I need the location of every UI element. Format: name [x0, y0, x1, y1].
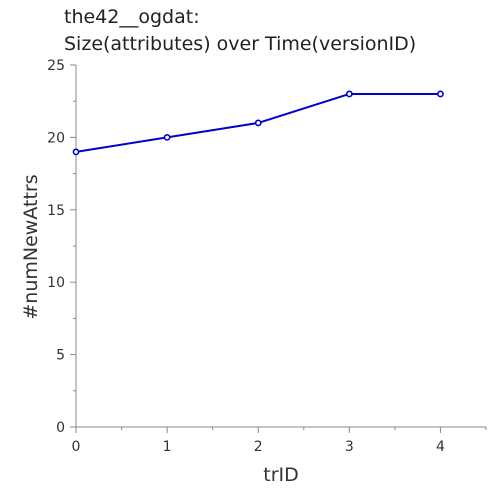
data-point [72, 148, 80, 156]
y-tick-label: 20 [47, 130, 65, 146]
x-tick-label: 4 [436, 439, 445, 455]
chart-title: the42__ogdat: Size(attributes) over Time… [64, 6, 416, 55]
data-point [345, 90, 353, 98]
x-tick-label: 2 [254, 439, 263, 455]
axis-ticks: 0 5 10 15 20 25 0 1 2 3 4 [47, 58, 487, 455]
data-series [72, 90, 444, 156]
chart-title-line-2: Size(attributes) over Time(versionID) [64, 33, 416, 55]
data-point [163, 133, 171, 141]
y-tick-label: 15 [47, 203, 65, 219]
y-tick-label: 25 [47, 58, 65, 74]
y-tick-label: 5 [56, 348, 65, 364]
y-tick-label: 0 [56, 420, 65, 436]
x-axis-title: trID [263, 464, 299, 486]
chart-title-line-1: the42__ogdat: [64, 6, 200, 28]
data-point [437, 90, 444, 98]
x-tick-label: 3 [345, 439, 354, 455]
y-axis-title: #numNewAttrs [20, 174, 42, 319]
x-tick-label: 0 [72, 439, 81, 455]
data-point [254, 119, 262, 127]
y-tick-label: 10 [47, 275, 65, 291]
x-tick-label: 1 [163, 439, 172, 455]
axes [75, 65, 486, 428]
